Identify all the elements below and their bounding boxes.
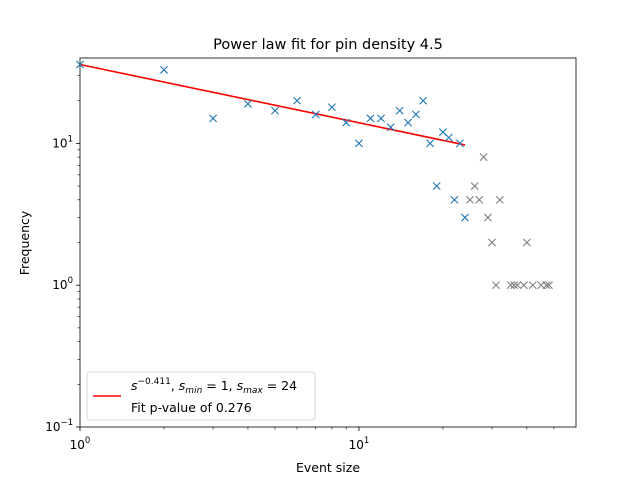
fit-layer	[79, 63, 466, 146]
x-tick-label: 101	[349, 436, 370, 452]
data-point	[386, 123, 395, 132]
data-point	[342, 118, 351, 127]
data-point	[461, 213, 469, 222]
data-point	[450, 195, 459, 204]
data-point	[270, 106, 279, 115]
x-axis-label: Event size	[296, 460, 360, 475]
data-point	[404, 118, 413, 127]
y-tick-label: 100	[52, 276, 73, 292]
legend-fit-label: s−0.411, smin = 1, smax = 24	[131, 377, 297, 396]
data-point	[311, 110, 320, 119]
data-point	[483, 213, 492, 222]
data-point	[159, 65, 168, 74]
points-layer	[76, 60, 553, 290]
data-point	[426, 139, 435, 148]
data-point	[444, 133, 453, 142]
data-point	[465, 195, 474, 204]
data-point	[492, 281, 500, 290]
data-point	[327, 103, 336, 112]
data-point	[488, 238, 497, 247]
data-point	[544, 281, 553, 290]
data-point	[411, 110, 420, 119]
data-point	[510, 281, 519, 290]
y-tick-label: 101	[52, 134, 73, 150]
legend-pvalue: Fit p-value of 0.276	[131, 400, 252, 415]
data-point	[377, 114, 386, 123]
data-point	[522, 238, 531, 247]
data-point	[528, 281, 537, 290]
data-point	[293, 96, 302, 105]
x-axis: 100 101	[70, 427, 555, 452]
data-point	[76, 60, 84, 69]
data-point	[455, 139, 464, 148]
data-point	[470, 182, 479, 191]
chart-title: Power law fit for pin density 4.5	[213, 37, 443, 53]
data-point	[479, 153, 488, 162]
fit-line	[79, 63, 466, 146]
data-point	[513, 281, 522, 290]
data-point	[495, 195, 504, 204]
data-point	[506, 281, 515, 290]
data-point	[542, 281, 551, 290]
data-point	[243, 99, 252, 108]
data-point	[519, 281, 528, 290]
y-axis: 10−1 100 101	[45, 75, 80, 434]
data-point	[366, 114, 375, 123]
data-point	[395, 106, 404, 115]
legend: s−0.411, smin = 1, smax = 24 Fit p-value…	[86, 371, 316, 421]
data-point	[209, 114, 218, 123]
data-point	[475, 195, 484, 204]
x-tick-label: 100	[70, 436, 91, 452]
y-tick-label: 10−1	[45, 418, 73, 434]
data-point	[354, 139, 363, 148]
y-axis-label: Frequency	[17, 210, 32, 275]
data-point	[432, 182, 441, 191]
plot-area	[79, 57, 577, 428]
data-point	[419, 96, 428, 105]
legend-box	[86, 371, 316, 421]
